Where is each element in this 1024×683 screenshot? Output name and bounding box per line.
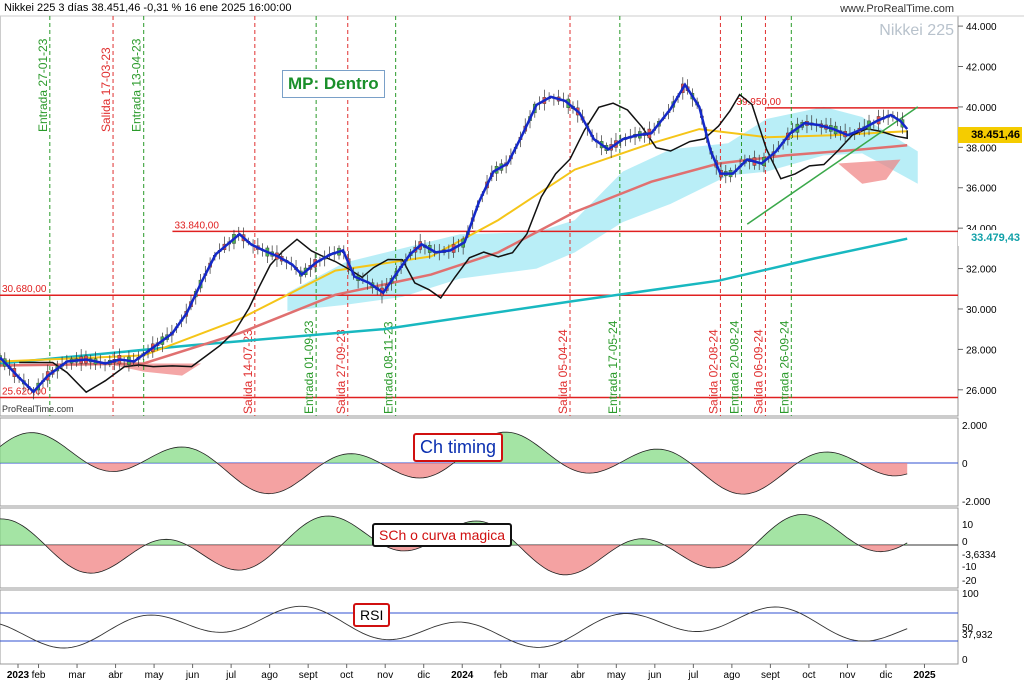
rsi-label: RSI <box>353 603 391 627</box>
level-label: 25.620,00 <box>2 386 47 397</box>
y-tick-label: 38.000 <box>966 143 997 154</box>
y-tick-label: 26.000 <box>966 386 997 397</box>
last-price-badge: 38.451,46 <box>958 127 1022 143</box>
x-axis-label: feb <box>32 670 46 681</box>
x-axis-label: ago <box>261 670 278 681</box>
x-axis-label: nov <box>839 670 855 681</box>
x-axis-label: dic <box>417 670 430 681</box>
x-axis-label: jul <box>225 670 236 681</box>
signal-label: Entrada 08-11-23 <box>382 321 396 414</box>
x-axis-label: jul <box>687 670 698 681</box>
signal-label: Entrada 26-09-24 <box>777 320 791 414</box>
x-axis-label: sept <box>299 670 318 681</box>
x-axis-label: oct <box>340 670 354 681</box>
credit-label: ProRealTime.com <box>2 404 74 414</box>
signal-label: Entrada 13-04-23 <box>130 38 144 132</box>
signal-label: Entrada 17-05-24 <box>606 320 620 414</box>
ch-timing-panel <box>0 417 959 507</box>
ch-tick-label: 0 <box>962 459 968 470</box>
sch-tick-label: 0 <box>962 537 968 548</box>
signal-label: Salida 05-04-24 <box>556 329 570 414</box>
ch-timing-label: Ch timing <box>413 433 504 462</box>
y-tick-label: 30.000 <box>966 305 997 316</box>
sma-red-line <box>0 144 908 367</box>
y-tick-label: 42.000 <box>966 63 997 74</box>
sch-tick-label: 10 <box>962 520 974 531</box>
x-axis-label: abr <box>108 670 123 681</box>
sma-yellow-line <box>0 128 908 363</box>
sma200-line <box>0 237 908 365</box>
sch-panel <box>0 507 959 589</box>
sch-label: SCh o curva magica <box>372 523 513 547</box>
x-axis-label: sept <box>761 670 780 681</box>
level-label: 39.950,00 <box>736 97 781 108</box>
ch-timing-positive-area <box>0 432 908 463</box>
signal-label: Salida 06-09-24 <box>751 329 765 414</box>
x-axis-label: jun <box>185 670 199 681</box>
y-tick-label: 34.000 <box>966 224 997 235</box>
x-axis-label: 2024 <box>451 670 474 681</box>
ch-timing-negative-area <box>0 463 908 495</box>
rsi-tick-label: 50 <box>962 623 974 634</box>
ch-tick-label: -2.000 <box>962 497 991 508</box>
x-axis-label: dic <box>880 670 893 681</box>
x-axis-label: may <box>145 670 164 681</box>
x-axis-label: mar <box>68 670 86 681</box>
sch-tick-label: -20 <box>962 576 977 587</box>
x-axis-label: abr <box>571 670 586 681</box>
x-axis-label: feb <box>494 670 508 681</box>
instrument-watermark: Nikkei 225 <box>879 22 954 39</box>
chart-header-title: Nikkei 225 3 días 38.451,46 -0,31 % 16 e… <box>4 2 292 14</box>
y-tick-label: 44.000 <box>966 22 997 33</box>
rsi-tick-label: 100 <box>962 589 979 600</box>
signal-label: Entrada 20-08-24 <box>727 320 741 414</box>
level-label: 33.840,00 <box>174 220 219 231</box>
x-axis-label: 2025 <box>913 670 936 681</box>
cloud-red-area <box>838 159 901 184</box>
ch-tick-label: 2.000 <box>962 421 987 432</box>
rsi-panel <box>0 589 959 665</box>
x-axis-label: may <box>607 670 626 681</box>
signal-label: Salida 14-07-23 <box>241 329 255 414</box>
sma200-badge: 33.479,43 <box>958 230 1020 246</box>
sch-negative-area <box>0 545 908 575</box>
signal-label: Salida 02-08-24 <box>706 329 720 414</box>
price-line <box>0 82 909 394</box>
level-label: 30.680,00 <box>2 284 47 295</box>
rsi-tick-label: 0 <box>962 655 968 666</box>
x-axis-label: ago <box>724 670 741 681</box>
y-tick-label: 32.000 <box>966 265 997 276</box>
x-axis-label: nov <box>377 670 393 681</box>
trend-line <box>746 106 919 225</box>
signal-label: Entrada 27-01-23 <box>36 38 50 132</box>
x-axis-label: oct <box>802 670 816 681</box>
y-tick-label: 40.000 <box>966 103 997 114</box>
ichimoku-cloud <box>287 106 918 311</box>
x-axis-label: mar <box>531 670 549 681</box>
sch-tick-label: -10 <box>962 562 977 573</box>
signal-label: Salida 17-03-23 <box>99 47 113 132</box>
y-tick-label: 36.000 <box>966 184 997 195</box>
signal-label: Entrada 01-09-23 <box>302 320 316 414</box>
source-label: www.ProRealTime.com <box>840 3 954 15</box>
ch-timing-line <box>0 431 908 495</box>
x-axis-label: 2023 <box>7 670 30 681</box>
sch-last-value: -3,6334 <box>962 550 996 561</box>
x-axis-label: jun <box>647 670 661 681</box>
rsi-line <box>0 605 908 649</box>
signal-label: Salida 27-09-23 <box>334 329 348 414</box>
y-tick-label: 28.000 <box>966 345 997 356</box>
rsi-last-value: 37,932 <box>962 630 993 641</box>
mp-status-label: MP: Dentro <box>282 70 385 98</box>
kijun-line <box>19 93 908 394</box>
